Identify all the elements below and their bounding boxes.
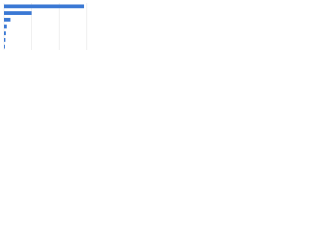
bar [4,24,7,29]
bar [4,44,5,49]
bar [4,11,32,15]
chart [3,3,88,50]
bar [4,17,11,22]
bar [4,38,6,42]
bar [4,4,85,9]
bar [4,31,6,36]
page: (() => { const data = JSON.parse(documen… [0,0,320,71]
